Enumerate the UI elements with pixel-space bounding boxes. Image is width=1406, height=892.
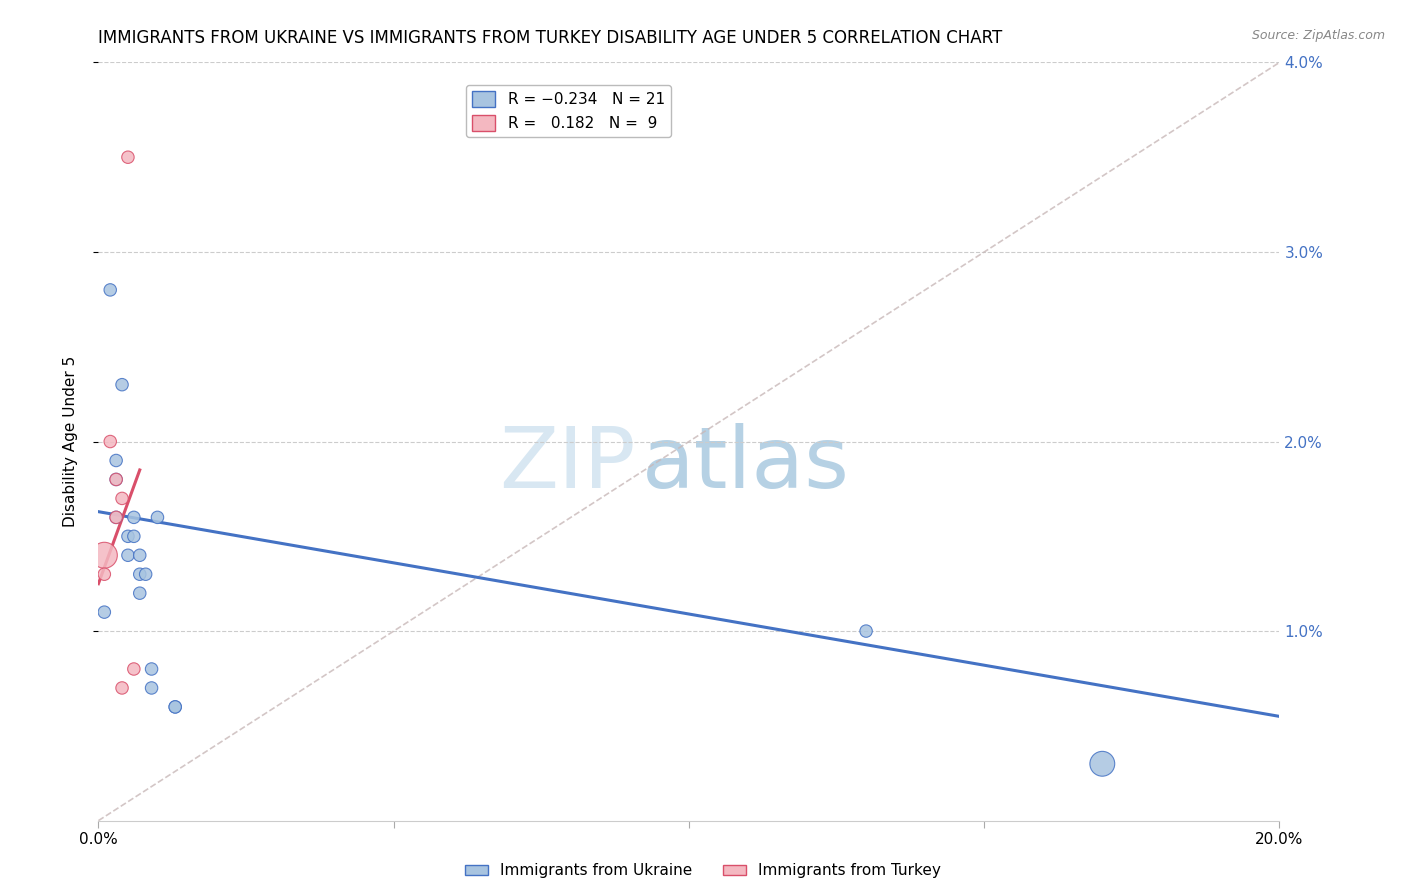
Point (117, 548, 139, 563)
Point (105, 510, 128, 524)
Point (165, 699, 187, 714)
Point (165, 699, 187, 714)
Point (105, 473, 128, 487)
Point (141, 662, 163, 676)
Point (98, 434, 121, 449)
Text: atlas: atlas (641, 423, 849, 506)
Point (128, 567, 150, 582)
Point (93, 567, 115, 582)
Point (117, 150, 139, 164)
Point (93, 548, 115, 563)
Point (105, 510, 128, 524)
Point (1091, 756, 1114, 771)
Point (105, 473, 128, 487)
Point (117, 529, 139, 543)
Point (128, 586, 150, 600)
Point (122, 662, 145, 676)
Point (146, 510, 169, 524)
Point (128, 548, 150, 563)
Point (93, 605, 115, 619)
Point (111, 681, 134, 695)
Text: ZIP: ZIP (499, 423, 636, 506)
Point (105, 453, 128, 467)
Legend: Immigrants from Ukraine, Immigrants from Turkey: Immigrants from Ukraine, Immigrants from… (458, 857, 948, 884)
Point (122, 529, 145, 543)
Legend: R = −0.234   N = 21, R =   0.182   N =  9: R = −0.234 N = 21, R = 0.182 N = 9 (467, 86, 671, 137)
Point (111, 491, 134, 506)
Point (98, 283, 121, 297)
Text: IMMIGRANTS FROM UKRAINE VS IMMIGRANTS FROM TURKEY DISABILITY AGE UNDER 5 CORRELA: IMMIGRANTS FROM UKRAINE VS IMMIGRANTS FR… (98, 29, 1002, 47)
Point (855, 624, 877, 639)
Y-axis label: Disability Age Under 5: Disability Age Under 5 (63, 356, 77, 527)
Point (111, 377, 134, 392)
Point (135, 567, 157, 582)
Point (122, 510, 145, 524)
Point (141, 681, 163, 695)
Text: Source: ZipAtlas.com: Source: ZipAtlas.com (1251, 29, 1385, 42)
